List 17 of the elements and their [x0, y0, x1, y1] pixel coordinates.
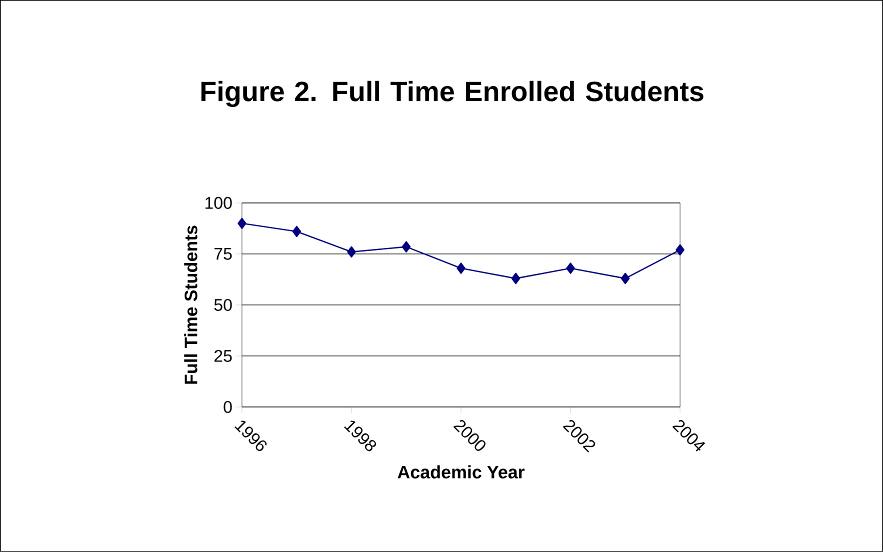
point: [511, 272, 520, 284]
point: [456, 262, 466, 274]
y-axis-title: Full Time Students: [184, 226, 198, 384]
y-tick-label: 25: [214, 350, 232, 362]
point: [347, 246, 356, 258]
point: [566, 262, 575, 274]
point: [620, 272, 630, 284]
point: [238, 218, 246, 230]
point: [676, 244, 684, 256]
y-tick-label: 0: [224, 401, 232, 414]
point: [402, 241, 411, 252]
x-axis-title: Academic Year: [398, 465, 525, 479]
chart-title: Figure 2. Full Time Enrolled Students: [201, 80, 704, 108]
y-tick-label: 100: [206, 196, 232, 209]
y-tick-label: 50: [214, 299, 232, 312]
point: [292, 226, 302, 238]
y-tick-label: 75: [214, 248, 232, 260]
